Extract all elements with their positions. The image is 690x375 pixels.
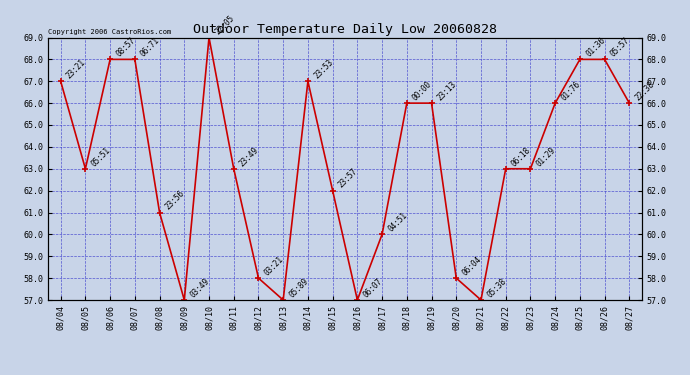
Text: 01:29: 01:29 (535, 145, 558, 168)
Text: 04:51: 04:51 (386, 211, 409, 234)
Text: 05:89: 05:89 (287, 276, 310, 299)
Text: 05:57: 05:57 (609, 36, 631, 58)
Text: 06:18: 06:18 (510, 145, 533, 168)
Title: Outdoor Temperature Daily Low 20060828: Outdoor Temperature Daily Low 20060828 (193, 23, 497, 36)
Text: 05:38: 05:38 (485, 276, 508, 299)
Text: 23:13: 23:13 (435, 80, 458, 102)
Text: 23:21: 23:21 (65, 58, 88, 81)
Text: 06:04: 06:04 (460, 255, 483, 278)
Text: 23:53: 23:53 (312, 58, 335, 81)
Text: 23:49: 23:49 (238, 145, 261, 168)
Text: 22:05: 22:05 (213, 14, 236, 37)
Text: 08:57: 08:57 (115, 36, 137, 58)
Text: 03:49: 03:49 (188, 276, 211, 299)
Text: 05:51: 05:51 (90, 145, 112, 168)
Text: 23:56: 23:56 (164, 189, 186, 212)
Text: Copyright 2006 CastroRios.com: Copyright 2006 CastroRios.com (48, 29, 172, 35)
Text: 00:00: 00:00 (411, 80, 434, 102)
Text: 23:57: 23:57 (337, 167, 359, 190)
Text: 03:21: 03:21 (263, 255, 286, 278)
Text: 01:76: 01:76 (560, 80, 582, 102)
Text: 01:36: 01:36 (584, 36, 607, 58)
Text: 06:71: 06:71 (139, 36, 161, 58)
Text: 22:38: 22:38 (633, 80, 656, 102)
Text: 06:07: 06:07 (362, 276, 384, 299)
